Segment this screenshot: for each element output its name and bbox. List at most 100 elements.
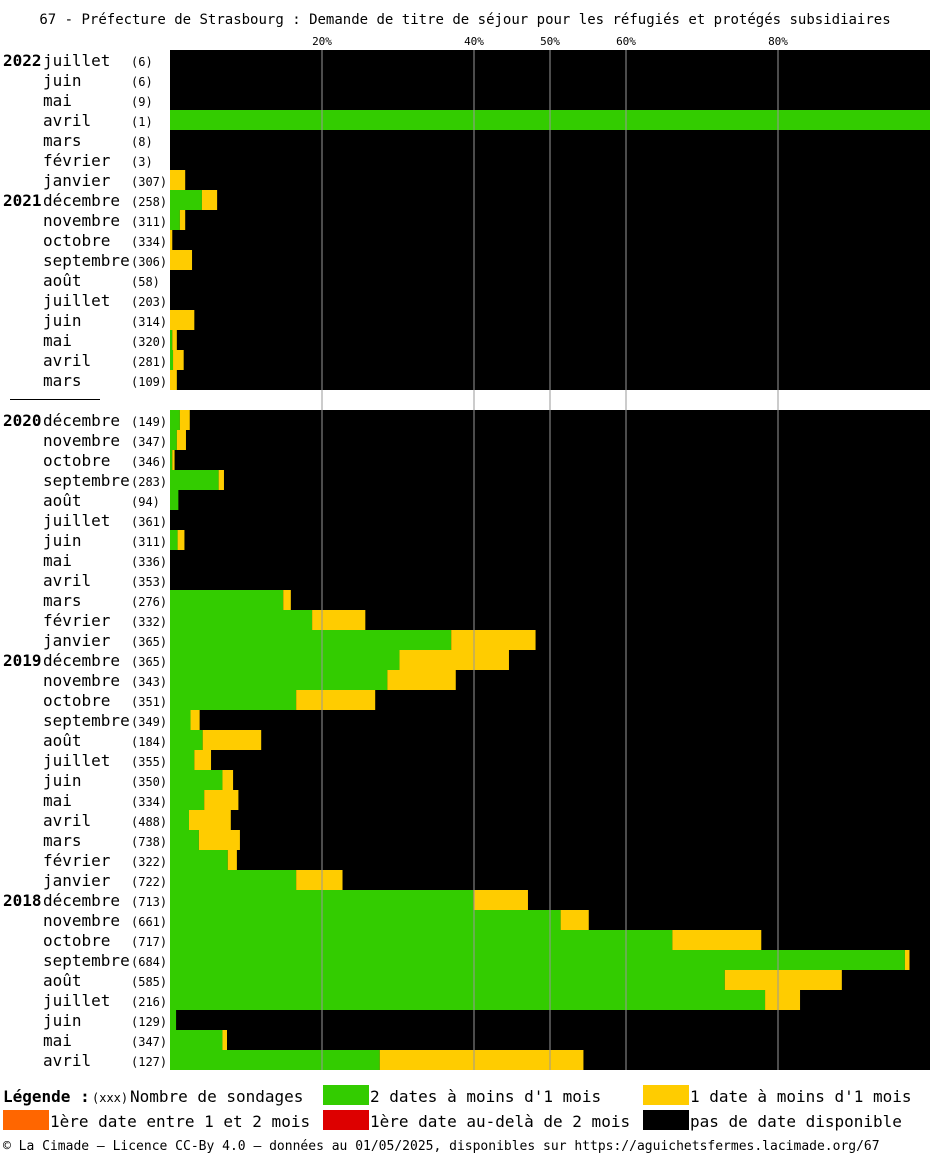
- bar-green: [170, 930, 673, 950]
- bar-yellow: [172, 450, 175, 470]
- bar-yellow: [170, 250, 193, 270]
- bar-yellow: [173, 350, 184, 370]
- month-label: avril: [43, 571, 91, 590]
- bar-green: [170, 750, 195, 770]
- bar-green: [170, 210, 180, 230]
- bar-yellow: [296, 870, 343, 890]
- count-label: (343): [131, 675, 167, 689]
- count-label: (9): [131, 95, 153, 109]
- count-label: (684): [131, 955, 167, 969]
- bar-green: [170, 350, 174, 370]
- bar-yellow: [170, 370, 177, 390]
- count-label: (351): [131, 695, 167, 709]
- count-label: (320): [131, 335, 167, 349]
- bar-yellow: [179, 210, 186, 230]
- month-label: avril: [43, 811, 91, 830]
- count-label: (203): [131, 295, 167, 309]
- count-label: (322): [131, 855, 167, 869]
- count-label: (129): [131, 1015, 167, 1029]
- legend-swatch-black: [643, 1110, 689, 1130]
- count-label: (585): [131, 975, 167, 989]
- count-label: (365): [131, 655, 167, 669]
- bar-green: [170, 590, 284, 610]
- bar-yellow: [172, 330, 177, 350]
- bar-yellow: [379, 1050, 584, 1070]
- bar-yellow: [296, 690, 376, 710]
- bar-green: [170, 950, 905, 970]
- count-label: (350): [131, 775, 167, 789]
- month-label: juin: [43, 531, 82, 550]
- count-label: (276): [131, 595, 167, 609]
- year-label: 2019: [3, 651, 42, 670]
- bar-green: [170, 970, 725, 990]
- x-tick-label: 40%: [464, 35, 484, 48]
- month-label: novembre: [43, 431, 120, 450]
- bar-yellow: [177, 530, 185, 550]
- month-label: novembre: [43, 911, 120, 930]
- bar-green: [170, 790, 205, 810]
- month-label: décembre: [43, 891, 120, 910]
- bar-yellow: [204, 790, 239, 810]
- bar-green: [170, 190, 202, 210]
- bar-yellow: [765, 990, 801, 1010]
- bar-yellow: [179, 410, 190, 430]
- bar-green: [170, 870, 297, 890]
- month-label: décembre: [43, 651, 120, 670]
- bar-yellow: [672, 930, 762, 950]
- bar-yellow: [190, 710, 200, 730]
- month-label: octobre: [43, 931, 110, 950]
- count-label: (355): [131, 755, 167, 769]
- bar-green: [170, 770, 223, 790]
- legend-label-black: pas de date disponible: [690, 1112, 902, 1131]
- count-label: (361): [131, 515, 167, 529]
- month-label: mai: [43, 791, 72, 810]
- bar-yellow: [218, 470, 224, 490]
- month-label: février: [43, 851, 111, 870]
- count-label: (717): [131, 935, 167, 949]
- count-label: (258): [131, 195, 167, 209]
- legend-title: Légende :: [3, 1087, 90, 1106]
- bar-yellow: [399, 650, 509, 670]
- count-label: (58): [131, 275, 160, 289]
- bar-green: [170, 730, 203, 750]
- bar-green: [170, 630, 452, 650]
- month-label: septembre: [43, 471, 130, 490]
- month-label: décembre: [43, 191, 120, 210]
- count-label: (365): [131, 635, 167, 649]
- count-label: (8): [131, 135, 153, 149]
- count-label: (311): [131, 215, 167, 229]
- month-label: février: [43, 151, 111, 170]
- month-label: mai: [43, 91, 72, 110]
- count-label: (216): [131, 995, 167, 1009]
- month-label: juillet: [43, 511, 110, 530]
- month-label: juin: [43, 311, 82, 330]
- month-label: octobre: [43, 451, 110, 470]
- bar-yellow: [387, 670, 456, 690]
- bar-green: [170, 430, 177, 450]
- legend-swatch-red: [323, 1110, 369, 1130]
- month-label: mai: [43, 331, 72, 350]
- bar-yellow: [189, 810, 231, 830]
- month-label: mars: [43, 131, 82, 150]
- bar-green: [170, 710, 191, 730]
- count-label: (127): [131, 1055, 167, 1069]
- bar-green: [170, 330, 173, 350]
- month-label: avril: [43, 1051, 91, 1070]
- bar-green: [170, 490, 179, 510]
- count-label: (488): [131, 815, 167, 829]
- count-label: (336): [131, 555, 167, 569]
- month-label: janvier: [43, 171, 111, 190]
- bar-green: [170, 990, 766, 1010]
- year-label: 2018: [3, 891, 42, 910]
- bar-yellow: [170, 310, 195, 330]
- month-label: mars: [43, 591, 82, 610]
- bar-green: [170, 910, 561, 930]
- legend-count-key: (xxx): [92, 1091, 128, 1105]
- month-label: août: [43, 491, 82, 510]
- count-label: (334): [131, 795, 167, 809]
- count-label: (283): [131, 475, 167, 489]
- bar-yellow: [222, 1030, 227, 1050]
- month-label: août: [43, 971, 82, 990]
- bar-green: [170, 810, 189, 830]
